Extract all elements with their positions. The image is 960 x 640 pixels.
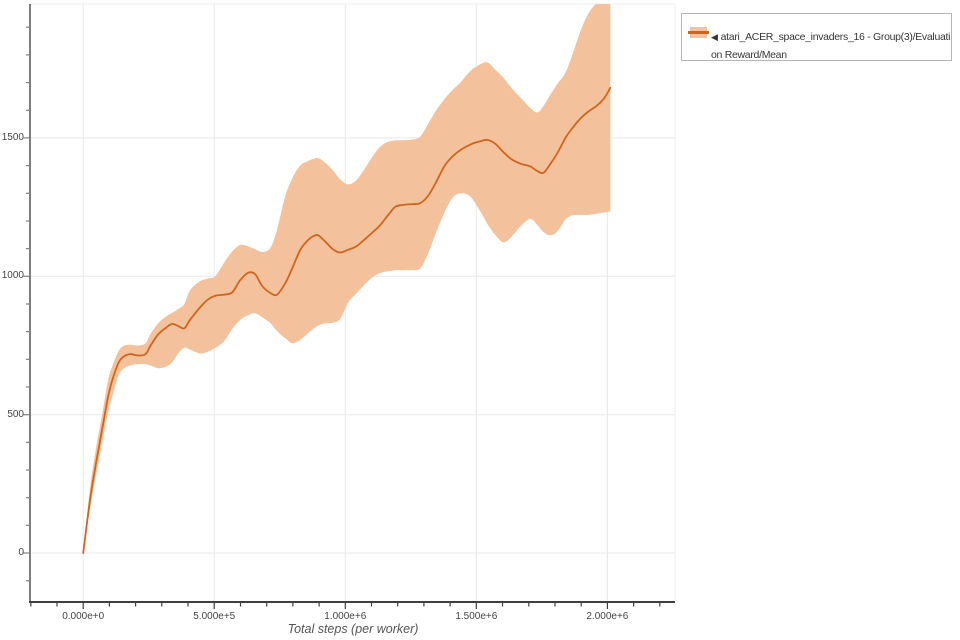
mean-line [82,86,612,554]
legend-line-swatch [688,31,709,34]
y-tick-label: 500 [7,408,24,420]
confidence-band [83,4,611,553]
x-tick-label: 2.000e+6 [586,611,629,622]
y-tick-label: 1000 [1,270,24,282]
x-tick-label: 5.000e+5 [193,611,236,622]
collapse-triangle-icon: ◀ [711,32,718,42]
y-tick-label: 0 [18,547,24,559]
x-axis-title: Total steps (per worker) [287,622,419,636]
x-tick-label: 1.500e+6 [455,611,498,622]
x-tick-label: 1.000e+6 [324,611,367,622]
y-tick-label: 1500 [1,131,24,143]
x-tick-label: 0.000e+0 [62,611,105,622]
legend-series-name: atari_ACER_space_invaders_16 - Group(3)/… [720,31,951,43]
legend-label-line2: on Reward/Mean [711,49,787,61]
legend: ◀ atari_ACER_space_invaders_16 - Group(3)… [681,13,952,61]
legend-band-swatch [688,27,709,38]
legend-label-line1: ◀ atari_ACER_space_invaders_16 - Group(3)… [711,31,950,44]
legend-item-reward-mean[interactable]: ◀ atari_ACER_space_invaders_16 - Group(3)… [682,14,951,61]
axis-ticks [23,26,661,609]
